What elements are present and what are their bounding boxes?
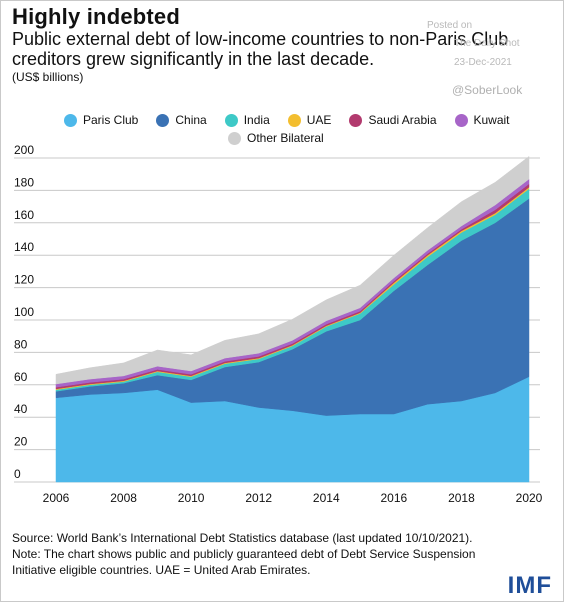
series-areas [55, 155, 530, 483]
legend-item-kuwait: Kuwait [454, 113, 510, 127]
legend-swatch-india [224, 113, 238, 127]
y-tick-label: 20 [14, 435, 28, 449]
legend-row-2: Other Bilateral [228, 131, 342, 145]
chart-title: Highly indebted [12, 4, 180, 29]
legend-item-paris-club: Paris Club [64, 113, 138, 127]
x-tick-label: 2012 [245, 491, 272, 505]
chart-subtitle: Public external debt of low-income count… [12, 29, 509, 69]
legend-row-1: Paris Club China India UAE Saudi Arabia … [64, 113, 528, 127]
footer-notes: Source: World Bank’s International Debt … [12, 530, 552, 578]
y-tick-label: 140 [14, 240, 34, 254]
y-tick-label: 200 [14, 143, 34, 157]
area-chart: 0 20 40 60 80 100 120 140 160 180 200 2006 2008 2010… [14, 143, 543, 505]
legend-label-china: China [175, 113, 207, 127]
legend-item-china: China [156, 113, 207, 127]
y-tick-label: 180 [14, 175, 34, 189]
source-note: Source: World Bank’s International Debt … [12, 531, 473, 545]
legend-item-other-bilateral: Other Bilateral [228, 131, 324, 145]
x-tick-label: 2008 [110, 491, 137, 505]
y-tick-label: 100 [14, 305, 34, 319]
x-tick-label: 2020 [516, 491, 543, 505]
y-tick-label: 0 [14, 467, 21, 481]
legend-label-other-bilateral: Other Bilateral [247, 131, 324, 145]
legend-label-india: India [243, 113, 270, 127]
watermark-blog: The Daily Shot [454, 38, 520, 49]
legend-label-saudi-arabia: Saudi Arabia [368, 113, 437, 127]
area-other-bilateral [55, 155, 530, 385]
imf-logo: IMF [507, 572, 552, 599]
chart-note-line-1: Note: The chart shows public and publicl… [12, 547, 476, 561]
y-tick-label: 160 [14, 208, 34, 222]
legend-item-uae: UAE [287, 113, 332, 127]
legend-label-paris-club: Paris Club [83, 113, 139, 127]
y-tick-label: 120 [14, 273, 34, 287]
legend-swatch-uae [287, 113, 301, 127]
x-tick-label: 2014 [313, 491, 340, 505]
legend-label-uae: UAE [306, 113, 332, 127]
y-axis-ticks: 0 20 40 60 80 100 120 140 160 180 200 [14, 143, 34, 481]
x-tick-label: 2006 [43, 491, 70, 505]
y-tick-label: 80 [14, 337, 28, 351]
legend-item-india: India [224, 113, 270, 127]
y-tick-label: 40 [14, 402, 28, 416]
x-axis-ticks: 2006 2008 2010 2012 2014 2016 2018 2020 [43, 491, 543, 505]
legend-swatch-china [156, 113, 170, 127]
y-tick-label: 60 [14, 370, 28, 384]
legend-swatch-saudi-arabia [349, 113, 363, 127]
legend-item-saudi-arabia: Saudi Arabia [349, 113, 437, 127]
x-tick-label: 2010 [178, 491, 205, 505]
chart-note-line-2: Initiative eligible countries. UAE = Uni… [12, 563, 311, 577]
watermark-date: 23-Dec-2021 [454, 57, 512, 68]
x-tick-label: 2018 [448, 491, 475, 505]
legend-swatch-kuwait [454, 113, 468, 127]
x-tick-label: 2016 [381, 491, 408, 505]
legend-label-kuwait: Kuwait [473, 113, 510, 127]
watermark-handle: @SoberLook [452, 83, 523, 97]
units-label: (US$ billions) [12, 70, 84, 84]
legend-swatch-other-bilateral [228, 131, 241, 145]
watermark-posted: Posted on [427, 20, 473, 31]
legend-swatch-paris-club [64, 113, 77, 127]
